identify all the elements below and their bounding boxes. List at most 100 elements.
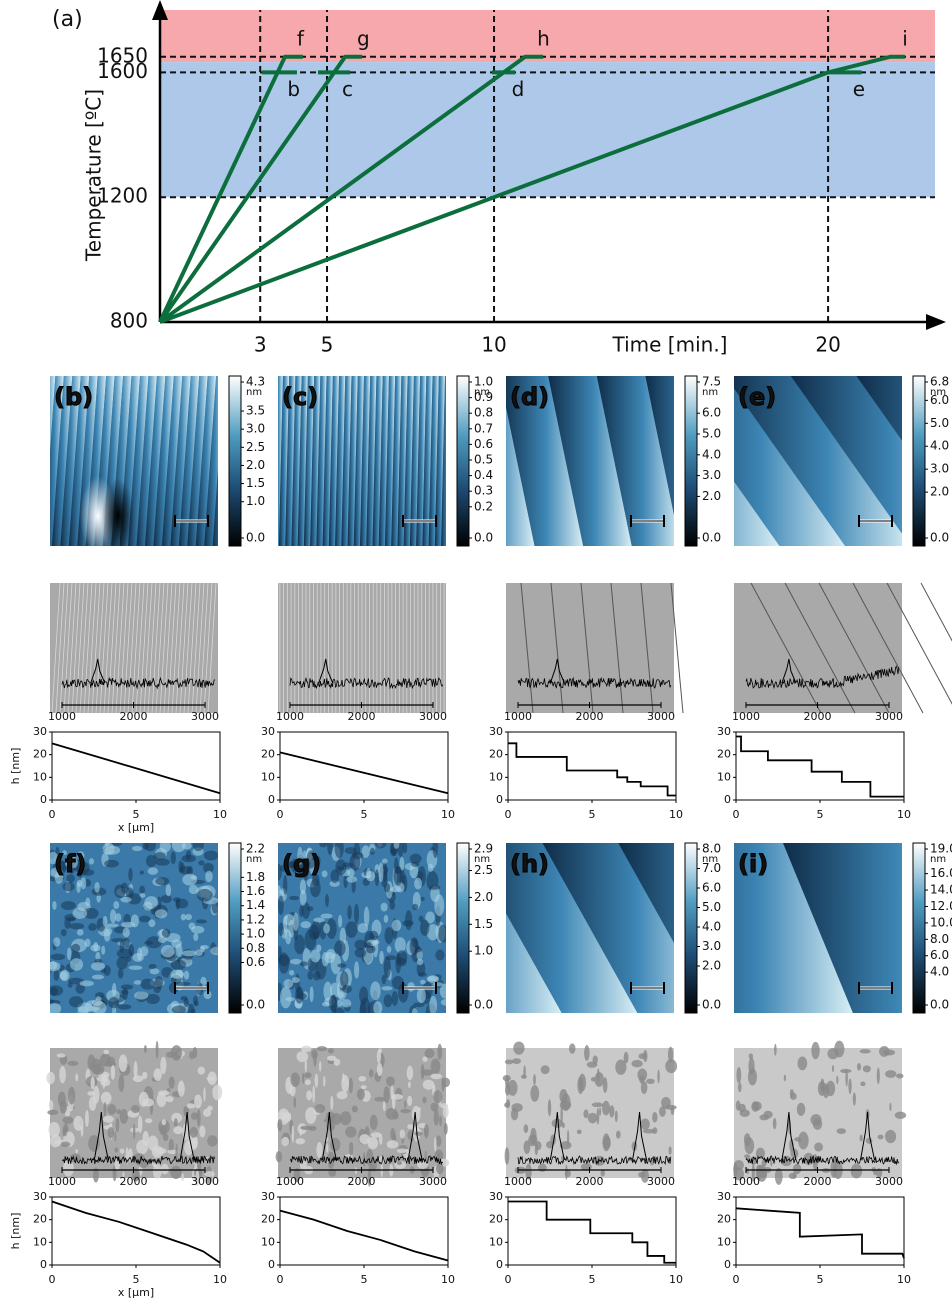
afm-grain — [384, 927, 393, 944]
colorbar-unit: nm — [702, 854, 718, 865]
phase-tick-label: 2000 — [348, 1175, 376, 1188]
afm-grain — [326, 949, 335, 959]
phase-patch — [197, 1067, 205, 1075]
phase-patch — [377, 1063, 383, 1076]
afm-grain — [140, 979, 155, 990]
afm-grain — [146, 855, 156, 867]
colorbar-tick-label: 2.0 — [246, 458, 265, 472]
x-tick-label: 0 — [49, 1273, 56, 1286]
phase-patch — [392, 1094, 403, 1100]
afm-grain — [418, 972, 427, 977]
afm-grain — [384, 915, 389, 923]
x-axis-label: Time [min.] — [612, 333, 728, 357]
afm-grain — [53, 937, 60, 946]
afm-grain — [70, 958, 83, 971]
phase-patch — [207, 1071, 217, 1085]
phase-patch — [857, 1063, 861, 1071]
x-tick-label: 0 — [505, 808, 512, 821]
afm-grain — [210, 947, 222, 955]
phase-tick-label: 2000 — [120, 1175, 148, 1188]
phase-image — [733, 1041, 906, 1185]
phase-patch — [379, 1135, 382, 1145]
phase-patch — [397, 1161, 402, 1165]
colorbar-tick-label: 0.0 — [246, 998, 265, 1012]
colorbar — [457, 843, 469, 1013]
phase-patch — [181, 1173, 184, 1181]
afm-grain — [104, 860, 119, 868]
phase-patch — [616, 1131, 621, 1139]
phase-patch — [73, 1116, 83, 1131]
phase-patch — [797, 1057, 807, 1071]
phase-patch — [820, 1079, 824, 1093]
afm-grain — [162, 929, 171, 938]
afm-grain — [194, 1001, 199, 1007]
x-tick-label: 20 — [815, 333, 840, 357]
phase-patch — [305, 1107, 316, 1124]
colorbar-tick-label: 0.7 — [474, 421, 493, 435]
phase-patch — [114, 1147, 118, 1152]
afm-grain — [387, 946, 392, 953]
phase-patch — [533, 1074, 536, 1085]
colorbar — [913, 376, 925, 546]
afm-grain — [289, 970, 294, 976]
colorbar-tick-label: 16.0 — [930, 866, 952, 880]
colorbar-tick-label: 1.4 — [246, 898, 265, 912]
phase-patch — [306, 1090, 312, 1100]
afm-grain — [335, 859, 346, 875]
afm-grain — [278, 896, 284, 915]
afm-grain — [307, 906, 314, 911]
colorbar-tick-label: 4.0 — [930, 439, 949, 453]
phase-patch — [421, 1064, 425, 1079]
afm-grain — [300, 890, 307, 906]
colorbar-tick-label: 1.2 — [246, 912, 265, 926]
afm-grain — [106, 923, 118, 927]
afm-grain — [149, 964, 157, 969]
afm-grain — [331, 994, 336, 1015]
afm-grain — [150, 968, 160, 974]
afm-grain — [313, 918, 325, 923]
phase-patch — [352, 1106, 358, 1113]
y-tick-label: 10 — [261, 770, 275, 783]
afm-grain — [189, 885, 199, 894]
panel-label: (g) — [282, 850, 321, 878]
phase-patch — [512, 1058, 521, 1064]
x-tick-label: 5 — [133, 1273, 140, 1286]
colorbar-tick-label: 1.5 — [474, 917, 493, 931]
afm-grain — [280, 987, 292, 1009]
afm-grain — [175, 982, 191, 986]
afm-grain — [341, 999, 351, 1007]
afm-grain — [417, 988, 426, 1003]
afm-grain — [347, 905, 352, 920]
profile-frame — [52, 732, 220, 800]
afm-grain — [412, 1008, 418, 1016]
phase-patch — [414, 1132, 423, 1136]
afm-terrace — [26, 376, 46, 546]
phase-tick-label: 1000 — [504, 710, 532, 723]
phase-tick-label: 1000 — [504, 1175, 532, 1188]
afm-grain — [284, 914, 295, 925]
phase-patch — [361, 1085, 367, 1089]
colorbar-unit: nm — [930, 387, 946, 398]
afm-grain — [441, 999, 451, 1006]
afm-image — [18, 376, 250, 556]
colorbar-tick-label: 5.0 — [930, 416, 949, 430]
phase-tick-label: 1000 — [732, 710, 760, 723]
afm-grain — [412, 904, 418, 910]
afm-grain — [182, 842, 192, 849]
afm-grain — [63, 882, 75, 892]
afm-grain — [300, 921, 310, 928]
afm-grain — [139, 886, 145, 894]
phase-image — [506, 583, 683, 713]
afm-grain — [80, 981, 94, 987]
colorbar-tick-label: 12.0 — [930, 899, 952, 913]
afm-grain — [85, 939, 91, 947]
afm-grain — [430, 885, 441, 889]
afm-grain — [69, 923, 84, 929]
phase-step — [921, 583, 952, 713]
afm-grain — [161, 895, 172, 903]
afm-grain — [440, 984, 451, 999]
phase-patch — [89, 1096, 97, 1111]
phase-patch — [530, 1085, 539, 1102]
phase-patch — [311, 1049, 318, 1059]
y-tick-label: 800 — [110, 309, 148, 333]
